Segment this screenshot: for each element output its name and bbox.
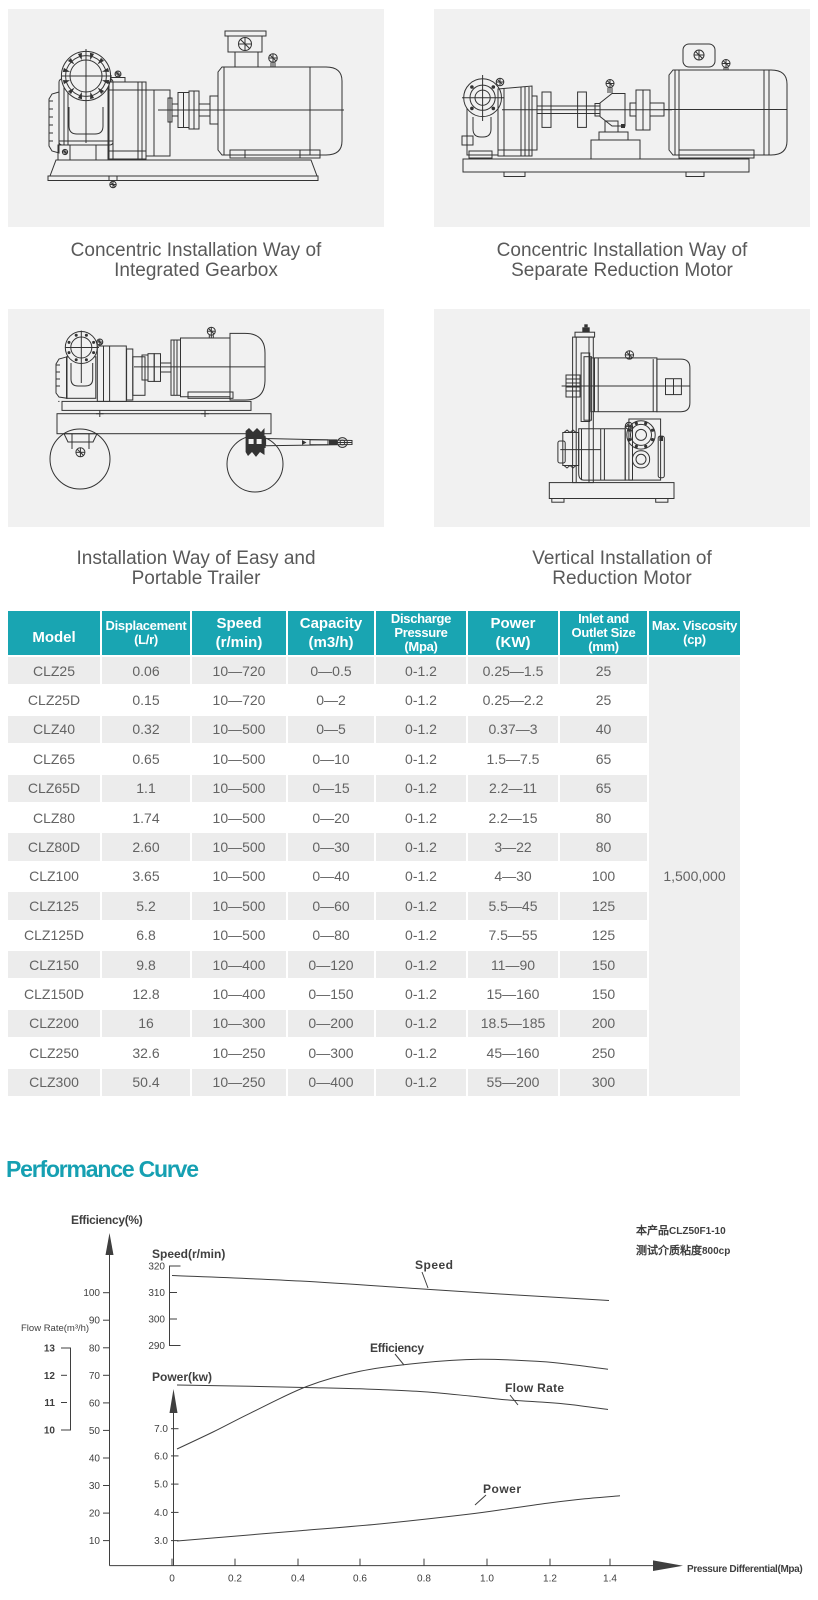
svg-text:290: 290 (148, 1341, 165, 1352)
svg-text:320: 320 (148, 1262, 165, 1273)
svg-text:10: 10 (44, 1426, 56, 1437)
svg-text:Pressure Differential(Mpa): Pressure Differential(Mpa) (687, 1564, 802, 1575)
svg-text:40: 40 (89, 1454, 101, 1465)
svg-text:6.0: 6.0 (154, 1451, 168, 1462)
svg-text:0: 0 (169, 1574, 175, 1585)
svg-text:11: 11 (44, 1398, 55, 1409)
svg-text:310: 310 (148, 1288, 165, 1299)
svg-text:5.0: 5.0 (154, 1480, 168, 1491)
svg-text:50: 50 (89, 1426, 101, 1437)
svg-text:100: 100 (83, 1288, 100, 1299)
svg-text:CLZ50F1-10: CLZ50F1-10 (669, 1226, 726, 1237)
svg-text:Flow Rate(m³/h): Flow Rate(m³/h) (21, 1323, 89, 1334)
svg-text:Efficiency: Efficiency (370, 1341, 424, 1355)
svg-text:70: 70 (89, 1371, 101, 1382)
svg-text:本产品: 本产品 (636, 1223, 669, 1237)
svg-text:800cp: 800cp (702, 1246, 730, 1257)
svg-text:0.6: 0.6 (353, 1574, 367, 1585)
svg-text:Efficiency(%): Efficiency(%) (71, 1213, 143, 1227)
svg-text:Power: Power (483, 1482, 522, 1496)
svg-text:1.4: 1.4 (603, 1574, 617, 1585)
svg-text:7.0: 7.0 (154, 1424, 168, 1435)
svg-text:12: 12 (44, 1371, 56, 1382)
svg-text:0.8: 0.8 (417, 1574, 431, 1585)
svg-text:60: 60 (89, 1398, 101, 1409)
svg-text:30: 30 (89, 1481, 101, 1492)
svg-text:13: 13 (44, 1344, 56, 1355)
svg-text:Speed(r/min): Speed(r/min) (152, 1247, 225, 1261)
svg-text:1.2: 1.2 (543, 1574, 557, 1585)
svg-text:1.0: 1.0 (480, 1574, 494, 1585)
svg-text:Speed: Speed (415, 1258, 454, 1272)
svg-text:3.0: 3.0 (154, 1536, 168, 1547)
svg-text:Flow Rate: Flow Rate (505, 1381, 564, 1395)
svg-text:20: 20 (89, 1509, 101, 1520)
svg-text:测试介质粘度: 测试介质粘度 (636, 1243, 703, 1257)
svg-text:300: 300 (148, 1315, 165, 1326)
svg-text:Power(kw): Power(kw) (152, 1370, 212, 1384)
svg-text:80: 80 (89, 1343, 101, 1354)
svg-text:0.2: 0.2 (228, 1574, 242, 1585)
svg-text:10: 10 (89, 1536, 101, 1547)
svg-text:0.4: 0.4 (291, 1574, 305, 1585)
svg-text:90: 90 (89, 1316, 101, 1327)
svg-text:4.0: 4.0 (154, 1508, 168, 1519)
